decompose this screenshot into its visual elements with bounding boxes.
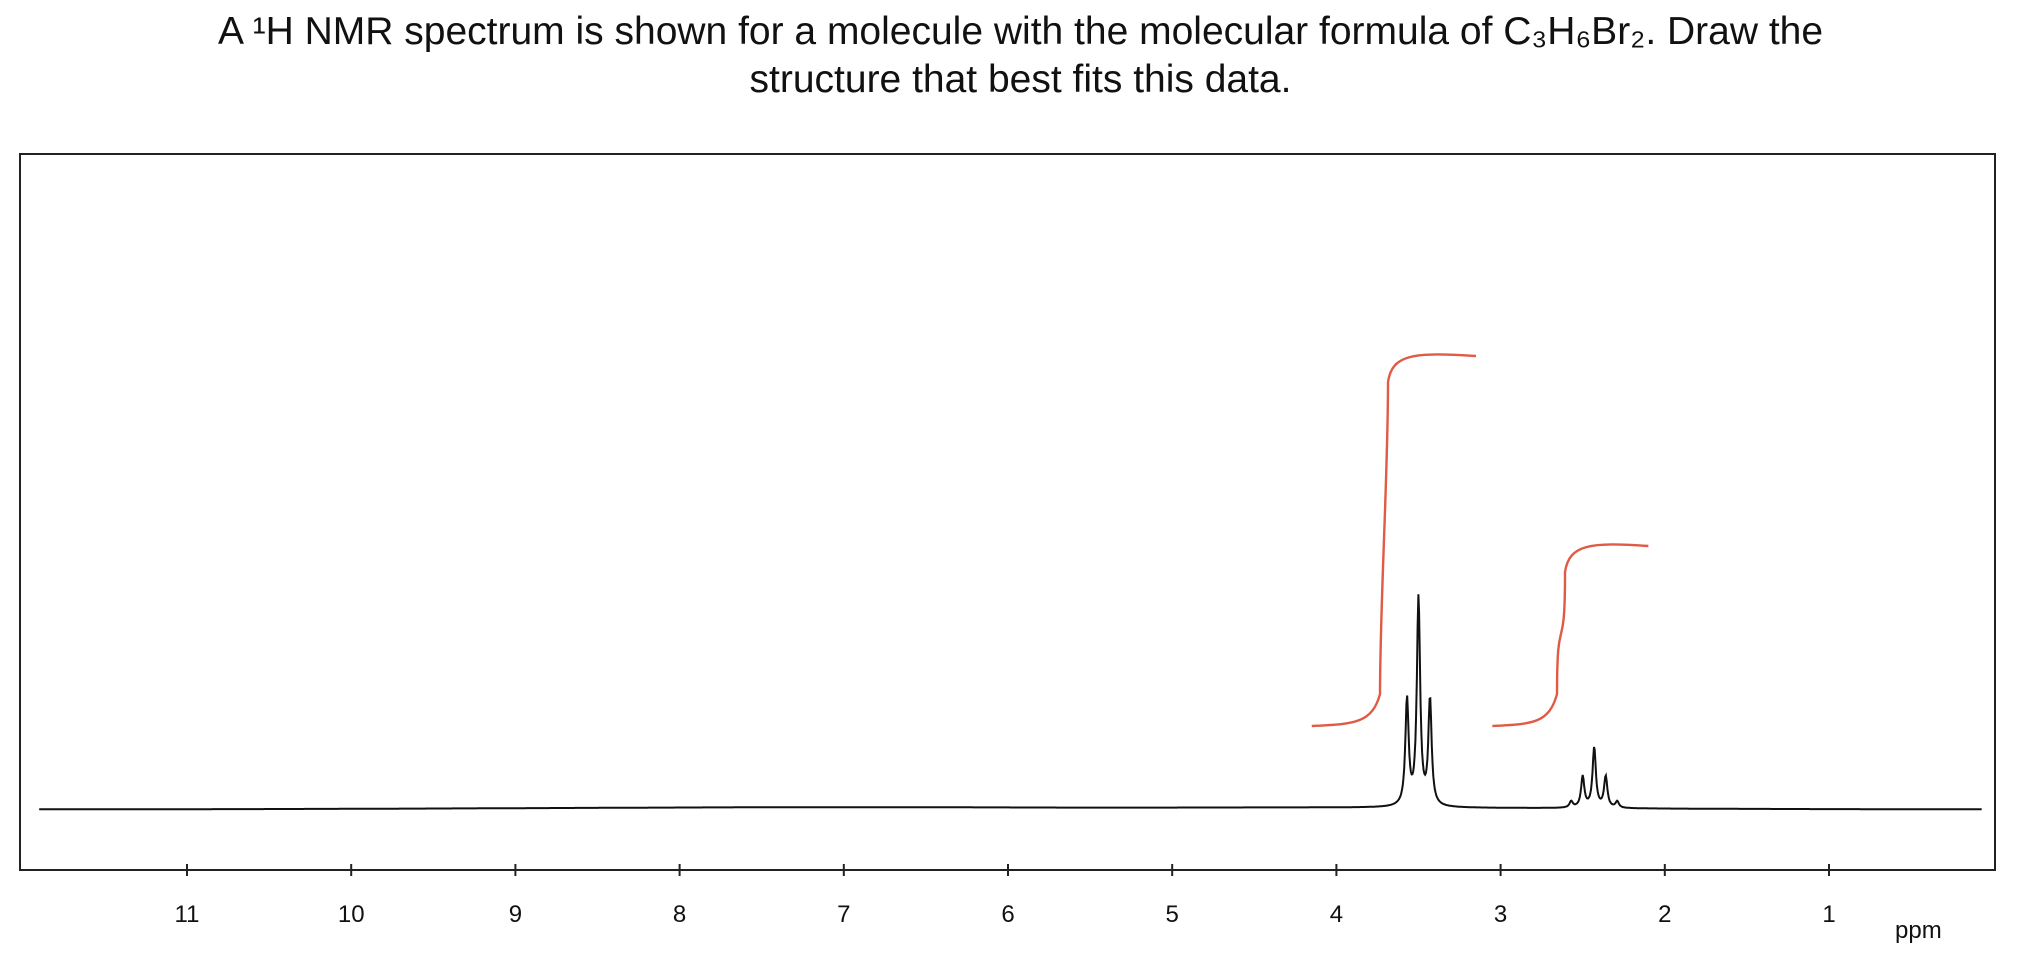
x-axis-ticks: 11 10 9 8 7 6 5 4 3 2 1 bbox=[175, 864, 1836, 928]
question-line-1: A ¹H NMR spectrum is shown for a molecul… bbox=[217, 10, 1824, 53]
plot-frame bbox=[19, 153, 1996, 871]
integration-curve bbox=[1492, 543, 1649, 728]
x-tick-label: 7 bbox=[837, 901, 850, 928]
x-tick-label: 8 bbox=[673, 901, 686, 928]
x-tick-label: 10 bbox=[338, 901, 365, 928]
x-tick-label: 6 bbox=[1001, 901, 1014, 928]
integration-curves bbox=[1311, 353, 1649, 728]
x-tick-label: 4 bbox=[1330, 901, 1343, 928]
x-tick-label: 1 bbox=[1822, 901, 1835, 928]
x-tick-label: 11 bbox=[175, 901, 200, 928]
x-tick-label: 2 bbox=[1658, 901, 1671, 928]
x-axis-label: ppm bbox=[1895, 917, 1942, 944]
spectrum-line bbox=[39, 594, 1982, 811]
x-tick-label: 3 bbox=[1494, 901, 1507, 928]
x-tick-label: 9 bbox=[509, 901, 522, 928]
x-tick-label: 5 bbox=[1166, 901, 1179, 928]
question-line-2: structure that best fits this data. bbox=[749, 58, 1292, 101]
integration-curve bbox=[1311, 353, 1477, 728]
question-text: A ¹H NMR spectrum is shown for a molecul… bbox=[0, 8, 2041, 104]
spectrum-trace bbox=[39, 594, 1982, 811]
